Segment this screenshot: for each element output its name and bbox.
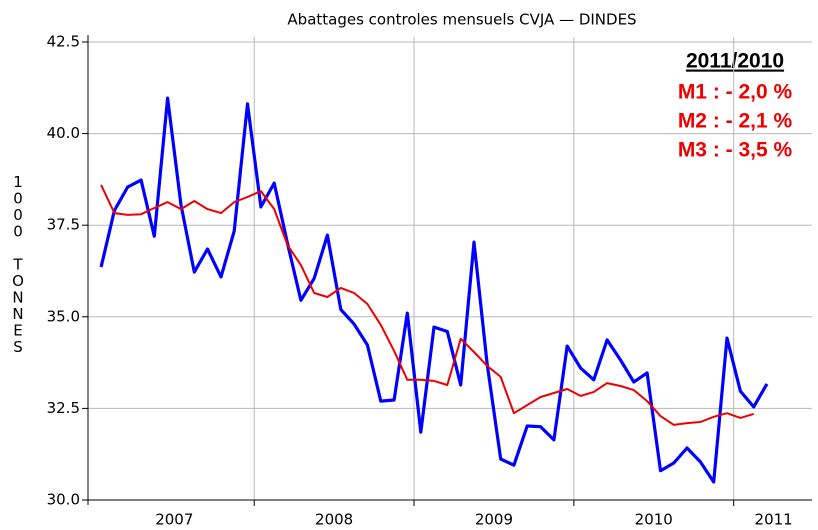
x-tick-label: 2008 bbox=[315, 511, 353, 529]
y-tick-label: 40.0 bbox=[47, 124, 80, 142]
x-tick-label: 2009 bbox=[475, 511, 513, 529]
y-tick-label: 30.0 bbox=[47, 491, 80, 509]
x-tick-label: 2011 bbox=[755, 511, 793, 529]
x-tick-label: 2007 bbox=[155, 511, 193, 529]
annotation: 2011/2010 bbox=[686, 50, 784, 73]
y-tick-label: 42.5 bbox=[47, 33, 80, 51]
annotation: M2 : - 2,1 % bbox=[678, 110, 793, 133]
line bbox=[99, 96, 769, 484]
y-tick-label: 32.5 bbox=[47, 399, 80, 417]
y-tick-label: 35.0 bbox=[47, 307, 80, 325]
chart-title: Abattages controles mensuels CVJA — DIND… bbox=[287, 11, 636, 29]
annotation: M1 : - 2,0 % bbox=[678, 81, 793, 104]
x-tick-label: 2010 bbox=[635, 511, 673, 529]
y-tick-label: 37.5 bbox=[47, 216, 80, 234]
line bbox=[100, 184, 754, 426]
annotation: M3 : - 3,5 % bbox=[678, 139, 793, 162]
